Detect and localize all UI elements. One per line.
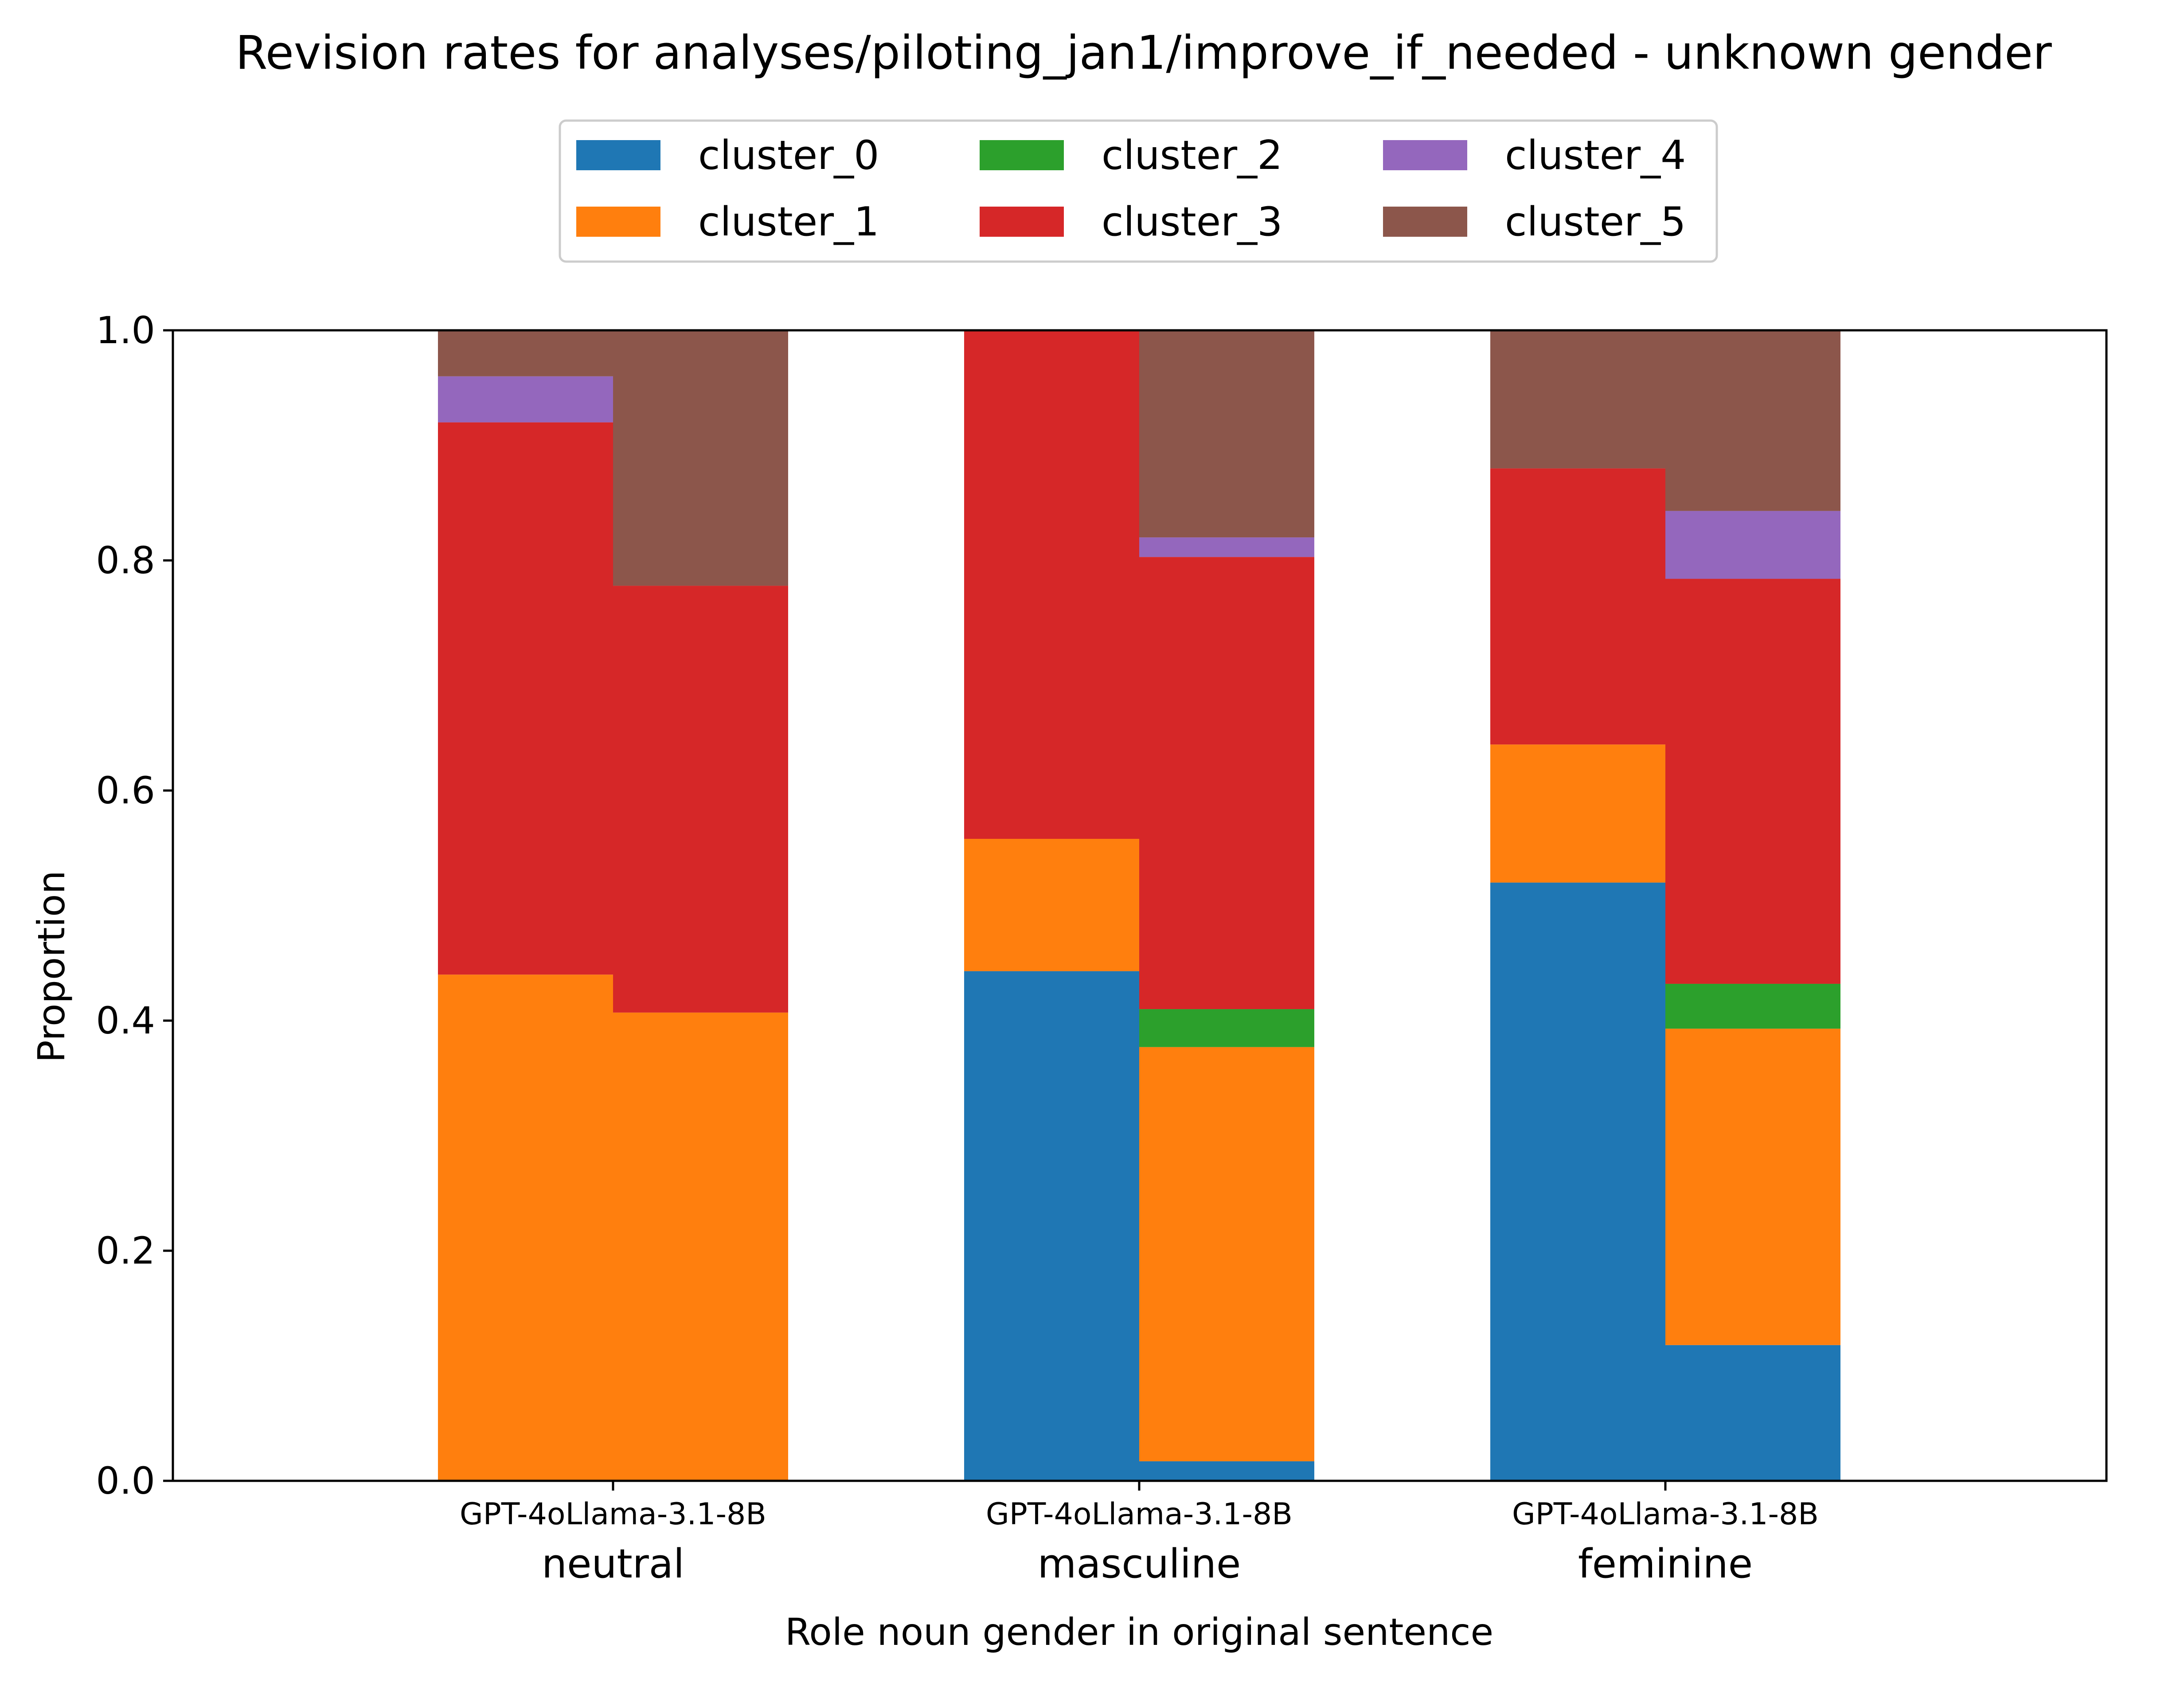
model-tick-label: GPT-4oLlama-3.1-8B: [986, 1497, 1293, 1532]
bar-segment-cluster_5-1: [438, 330, 613, 376]
bar-segment-cluster_3-1: [438, 422, 613, 975]
legend-swatch-cluster_2: [980, 140, 1064, 170]
chart-title: Revision rates for analyses/piloting_jan…: [235, 26, 2052, 80]
bar-segment-cluster_5-6: [1665, 330, 1840, 511]
bar-segment-cluster_5-5: [1490, 330, 1665, 469]
y-tick-label: 0.8: [96, 539, 155, 582]
legend-label-cluster_2: cluster_2: [1102, 132, 1282, 179]
model-tick-label: GPT-4oLlama-3.1-8B: [1512, 1497, 1819, 1532]
bar-segment-cluster_0-3: [964, 971, 1139, 1481]
bar-segment-cluster_3-2: [613, 586, 788, 1013]
bar-segment-cluster_1-6: [1665, 1029, 1840, 1345]
bar-segment-cluster_1-1: [438, 975, 613, 1481]
bar-segment-cluster_1-3: [964, 838, 1139, 971]
y-tick-label: 0.2: [96, 1229, 155, 1272]
bar-segment-cluster_0-4: [1139, 1461, 1314, 1481]
legend-label-cluster_1: cluster_1: [698, 199, 879, 245]
bar-segment-cluster_1-5: [1490, 744, 1665, 883]
bar-segment-cluster_4-1: [438, 376, 613, 423]
bar-segment-cluster_3-3: [964, 330, 1139, 839]
group-label-neutral: neutral: [542, 1541, 684, 1587]
group-label-feminine: feminine: [1578, 1541, 1753, 1587]
legend-label-cluster_4: cluster_4: [1505, 132, 1686, 179]
bar-segment-cluster_0-6: [1665, 1345, 1840, 1481]
legend-swatch-cluster_4: [1383, 140, 1467, 170]
group-label-masculine: masculine: [1038, 1541, 1241, 1587]
bar-segment-cluster_1-4: [1139, 1047, 1314, 1461]
y-tick-label: 0.0: [96, 1459, 155, 1503]
bar-segment-cluster_2-6: [1665, 983, 1840, 1029]
legend-swatch-cluster_1: [576, 207, 660, 237]
bars-layer: [438, 330, 1840, 1481]
bar-segment-cluster_5-4: [1139, 330, 1314, 538]
model-tick-label: GPT-4oLlama-3.1-8B: [460, 1497, 766, 1532]
legend-swatch-cluster_0: [576, 140, 660, 170]
bar-segment-cluster_3-5: [1490, 468, 1665, 745]
bar-segment-cluster_0-5: [1490, 882, 1665, 1481]
x-axis-label: Role noun gender in original sentence: [785, 1610, 1493, 1654]
bar-segment-cluster_4-6: [1665, 511, 1840, 579]
bar-segment-cluster_2-4: [1139, 1009, 1314, 1047]
legend: cluster_0 cluster_1 cluster_2 cluster_3 clus…: [559, 119, 1718, 263]
y-axis-label: Proportion: [30, 870, 73, 1062]
legend-swatch-cluster_3: [980, 207, 1064, 237]
bar-segment-cluster_3-6: [1665, 579, 1840, 984]
legend-label-cluster_0: cluster_0: [698, 132, 879, 179]
y-axis: 0.0 0.2 0.4 0.6 0.8 1.0: [96, 309, 173, 1503]
legend-label-cluster_5: cluster_5: [1505, 199, 1686, 245]
legend-label-cluster_3: cluster_3: [1102, 199, 1282, 245]
x-axis: GPT-4oLlama-3.1-8B neutral GPT-4oLlama-3.1…: [460, 1481, 1819, 1587]
y-tick-label: 0.4: [96, 999, 155, 1042]
bar-segment-cluster_3-4: [1139, 557, 1314, 1010]
bar-segment-cluster_5-2: [613, 330, 788, 586]
legend-swatch-cluster_5: [1383, 207, 1467, 237]
y-tick-label: 0.6: [96, 769, 155, 812]
bar-segment-cluster_4-4: [1139, 537, 1314, 557]
bar-segment-cluster_1-2: [613, 1012, 788, 1481]
y-tick-label: 1.0: [96, 309, 155, 352]
